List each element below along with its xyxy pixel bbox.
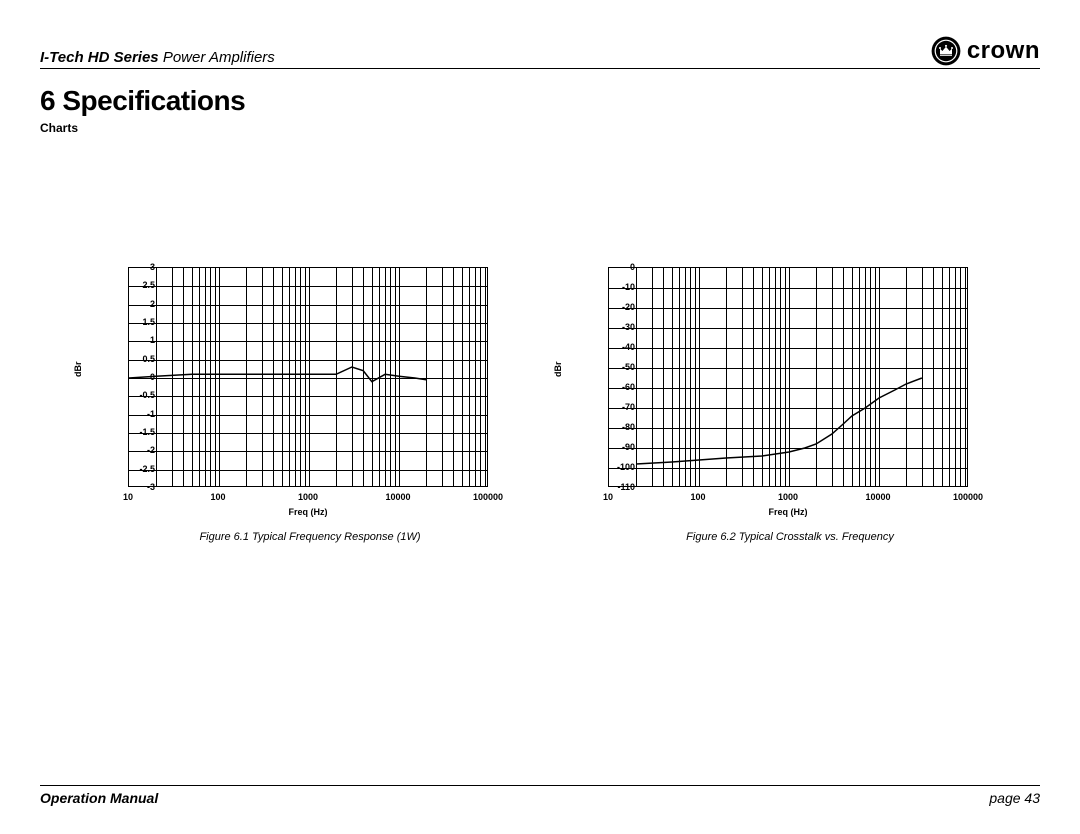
page-header: I-Tech HD Series Power Amplifiers crown <box>40 36 1040 69</box>
ytick-label: -60 <box>622 382 635 392</box>
xtick-label: 10000 <box>865 492 890 502</box>
header-title: I-Tech HD Series Power Amplifiers <box>40 49 275 66</box>
section-name: Specifications <box>62 85 245 116</box>
page-footer: Operation Manual page 43 <box>40 785 1040 806</box>
ytick-label: -3 <box>147 482 155 492</box>
ytick-label: 1 <box>150 335 155 345</box>
ytick-label: -40 <box>622 342 635 352</box>
ytick-label: -1.5 <box>139 427 155 437</box>
brand-logo: crown <box>931 36 1040 66</box>
xtick-label: 100 <box>210 492 225 502</box>
xtick-label: 10 <box>123 492 133 502</box>
ytick-label: -110 <box>617 482 635 492</box>
ytick-label: 0.5 <box>142 354 155 364</box>
ytick-label: -1 <box>147 409 155 419</box>
chart2-plot-area <box>608 267 968 487</box>
ytick-label: -70 <box>622 402 635 412</box>
section-number: 6 <box>40 85 55 116</box>
footer-manual: Operation Manual <box>40 790 158 806</box>
page-root: I-Tech HD Series Power Amplifiers crown … <box>0 0 1080 834</box>
ytick-label: -50 <box>622 362 635 372</box>
ytick-label: 0 <box>630 262 635 272</box>
ytick-label: -80 <box>622 422 635 432</box>
series-name: I-Tech HD Series <box>40 49 159 66</box>
ytick-label: -100 <box>617 462 635 472</box>
ytick-label: -2.5 <box>139 464 155 474</box>
ytick-label: -0.5 <box>139 390 155 400</box>
ytick-label: 1.5 <box>142 317 155 327</box>
section-title: 6 Specifications <box>40 85 1040 117</box>
chart-frequency-response: dBr Freq (Hz) Figure 6.1 Typical Frequen… <box>80 267 520 547</box>
chart1-ylabel: dBr <box>73 362 83 378</box>
chart-crosstalk: dBr Freq (Hz) Figure 6.2 Typical Crossta… <box>560 267 1000 547</box>
ytick-label: 2 <box>150 299 155 309</box>
ytick-label: 2.5 <box>142 280 155 290</box>
ytick-label: -90 <box>622 442 635 452</box>
ytick-label: -20 <box>622 302 635 312</box>
chart-data-line <box>129 268 489 488</box>
chart-data-line <box>609 268 969 488</box>
chart1-caption: Figure 6.1 Typical Frequency Response (1… <box>80 531 540 543</box>
xtick-label: 100000 <box>473 492 503 502</box>
ytick-label: -30 <box>622 322 635 332</box>
ytick-label: 0 <box>150 372 155 382</box>
chart1-xlabel: Freq (Hz) <box>128 507 488 517</box>
section-subheading: Charts <box>40 121 1040 135</box>
chart2-xlabel: Freq (Hz) <box>608 507 968 517</box>
charts-container: dBr Freq (Hz) Figure 6.1 Typical Frequen… <box>40 267 1040 547</box>
brand-text: crown <box>967 37 1040 65</box>
series-subtitle: Power Amplifiers <box>163 49 275 66</box>
chart1-plot-area <box>128 267 488 487</box>
ytick-label: -2 <box>147 445 155 455</box>
xtick-label: 100000 <box>953 492 983 502</box>
chart2-ylabel: dBr <box>553 362 563 378</box>
xtick-label: 10000 <box>385 492 410 502</box>
ytick-label: 3 <box>150 262 155 272</box>
footer-page: page 43 <box>989 790 1040 806</box>
ytick-label: -10 <box>622 282 635 292</box>
xtick-label: 1000 <box>778 492 798 502</box>
chart2-caption: Figure 6.2 Typical Crosstalk vs. Frequen… <box>560 531 1020 543</box>
xtick-label: 10 <box>603 492 613 502</box>
crown-icon <box>931 36 961 66</box>
xtick-label: 1000 <box>298 492 318 502</box>
xtick-label: 100 <box>690 492 705 502</box>
